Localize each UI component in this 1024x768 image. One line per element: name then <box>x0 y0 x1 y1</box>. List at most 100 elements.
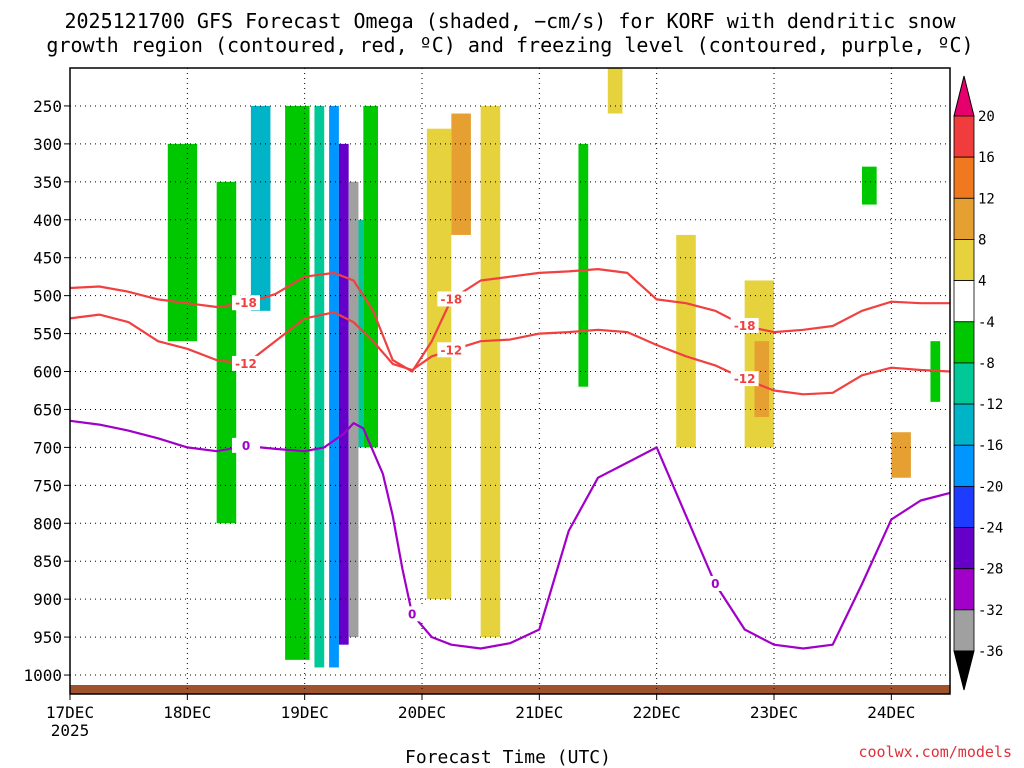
y-tick-label: 250 <box>33 97 62 116</box>
omega-shaded-cell <box>862 166 877 205</box>
omega-shaded-cell <box>426 128 452 600</box>
colorbar-segment <box>953 197 975 240</box>
x-tick-label: 20DEC <box>398 703 446 722</box>
credit-text: coolwx.com/models <box>858 743 1012 761</box>
omega-shaded-cell <box>250 105 271 311</box>
omega-shaded-cell <box>285 105 310 660</box>
freezing-level-0-contour-label: 0 <box>408 607 416 621</box>
y-tick-label: 850 <box>33 552 62 571</box>
colorbar-tick-label: -12 <box>978 397 1003 413</box>
colorbar-tick-label: -24 <box>978 521 1003 537</box>
y-tick-label: 300 <box>33 135 62 154</box>
freezing-level-0-contour-label: 0 <box>711 577 719 591</box>
omega-shaded-cell <box>363 105 378 448</box>
terrain-strip <box>70 685 950 694</box>
omega-shaded-cell <box>451 113 471 235</box>
colorbar-segment <box>953 527 975 570</box>
colorbar-segment <box>953 485 975 528</box>
x-tick-label: 17DEC <box>46 703 94 722</box>
y-tick-label: 650 <box>33 400 62 419</box>
omega-shaded-cell <box>216 181 237 524</box>
omega-shaded-cell <box>348 181 359 638</box>
x-axis-title: Forecast Time (UTC) <box>405 747 611 768</box>
dgz-minus18-contour-label: -18 <box>235 296 257 310</box>
colorbar-tick-label: -36 <box>978 644 1003 660</box>
colorbar-tick-label: -4 <box>978 315 995 331</box>
colorbar-segment <box>953 403 975 446</box>
title-line-2: growth region (contoured, red, ºC) and f… <box>46 33 973 57</box>
omega-shaded-cell <box>891 432 911 478</box>
contour-label-background <box>701 575 730 591</box>
y-tick-label: 550 <box>33 325 62 344</box>
contour-label-background <box>232 295 260 311</box>
contour-label-background <box>730 317 759 333</box>
colorbar-tick-label: 4 <box>978 274 986 290</box>
freezing-level-0-contour-label: 0 <box>242 439 250 453</box>
colorbar-tick-label: 20 <box>978 109 995 125</box>
colorbar-top-arrow <box>953 75 975 117</box>
colorbar-segment <box>953 568 975 611</box>
colorbar-segment <box>953 280 975 323</box>
dgz-minus18-contour-label: -18 <box>440 292 462 306</box>
colorbar-tick-label: -8 <box>978 356 995 372</box>
y-tick-label: 400 <box>33 211 62 230</box>
contour-label-background <box>437 291 466 307</box>
y-tick-label: 950 <box>33 628 62 647</box>
x-year-label: 2025 <box>51 721 90 740</box>
omega-shaded-cell <box>578 143 589 387</box>
x-tick-label: 23DEC <box>750 703 798 722</box>
colorbar-tick-label: -16 <box>978 438 1003 454</box>
omega-shaded-cell <box>167 143 198 342</box>
y-tick-label: 500 <box>33 287 62 306</box>
colorbar-segment <box>953 609 975 652</box>
title-line-1: 2025121700 GFS Forecast Omega (shaded, −… <box>64 9 956 33</box>
y-tick-label: 800 <box>33 514 62 533</box>
contour-label-background <box>232 437 260 453</box>
x-tick-label: 22DEC <box>633 703 681 722</box>
colorbar-bottom-arrow <box>953 650 975 691</box>
x-tick-label: 18DEC <box>163 703 211 722</box>
omega-shaded-cell <box>338 143 349 645</box>
colorbar-tick-label: 8 <box>978 232 986 248</box>
colorbar-segment <box>953 115 975 158</box>
y-tick-label: 750 <box>33 476 62 495</box>
contour-label-background <box>232 355 260 371</box>
plot-frame <box>69 67 951 695</box>
colorbar-tick-label: -20 <box>978 479 1003 495</box>
colorbar-tick-label: -32 <box>978 603 1003 619</box>
x-tick-label: 24DEC <box>867 703 915 722</box>
colorbar-segment <box>953 239 975 282</box>
y-tick-label: 900 <box>33 590 62 609</box>
dgz-minus12-contour <box>69 311 951 396</box>
omega-shaded-cell <box>607 68 623 114</box>
dgz-minus18-contour <box>69 268 950 373</box>
omega-shaded-cell <box>754 341 770 418</box>
colorbar-segment <box>953 156 975 199</box>
colorbar-tick-label: 16 <box>978 150 995 166</box>
dgz-minus18-contour-label: -18 <box>734 319 756 333</box>
omega-shaded-cell <box>329 105 339 668</box>
plot-area: 250 300 350 400 450 500 550 600 650 700 750 800 850 9… <box>23 67 951 740</box>
contour-label-background <box>437 342 466 358</box>
colorbar: 20 16 12 8 4 -4 -8 -12 -16 -20 -24 -28 -32 -36 <box>953 75 1003 691</box>
dgz-minus12-contour-label: -12 <box>235 357 257 371</box>
dgz-minus12-contour-label: -12 <box>734 372 756 386</box>
dgz-minus12-contour-label: -12 <box>440 343 462 357</box>
colorbar-segment <box>953 444 975 487</box>
contour-label-background <box>730 371 759 387</box>
y-tick-label: 350 <box>33 173 62 192</box>
colorbar-segment <box>953 362 975 405</box>
y-tick-label: 700 <box>33 438 62 457</box>
x-tick-label: 19DEC <box>281 703 329 722</box>
contour-label-background <box>398 606 427 622</box>
omega-shaded-cell <box>314 105 325 668</box>
x-tick-label: 21DEC <box>515 703 563 722</box>
plot-background <box>70 68 950 694</box>
colorbar-segment <box>953 321 975 364</box>
colorbar-tick-label: 12 <box>978 191 995 207</box>
y-tick-label: 600 <box>33 363 62 382</box>
y-tick-label: 450 <box>33 249 62 268</box>
y-tick-label: 1000 <box>23 666 62 685</box>
omega-shaded-cell <box>676 234 696 448</box>
